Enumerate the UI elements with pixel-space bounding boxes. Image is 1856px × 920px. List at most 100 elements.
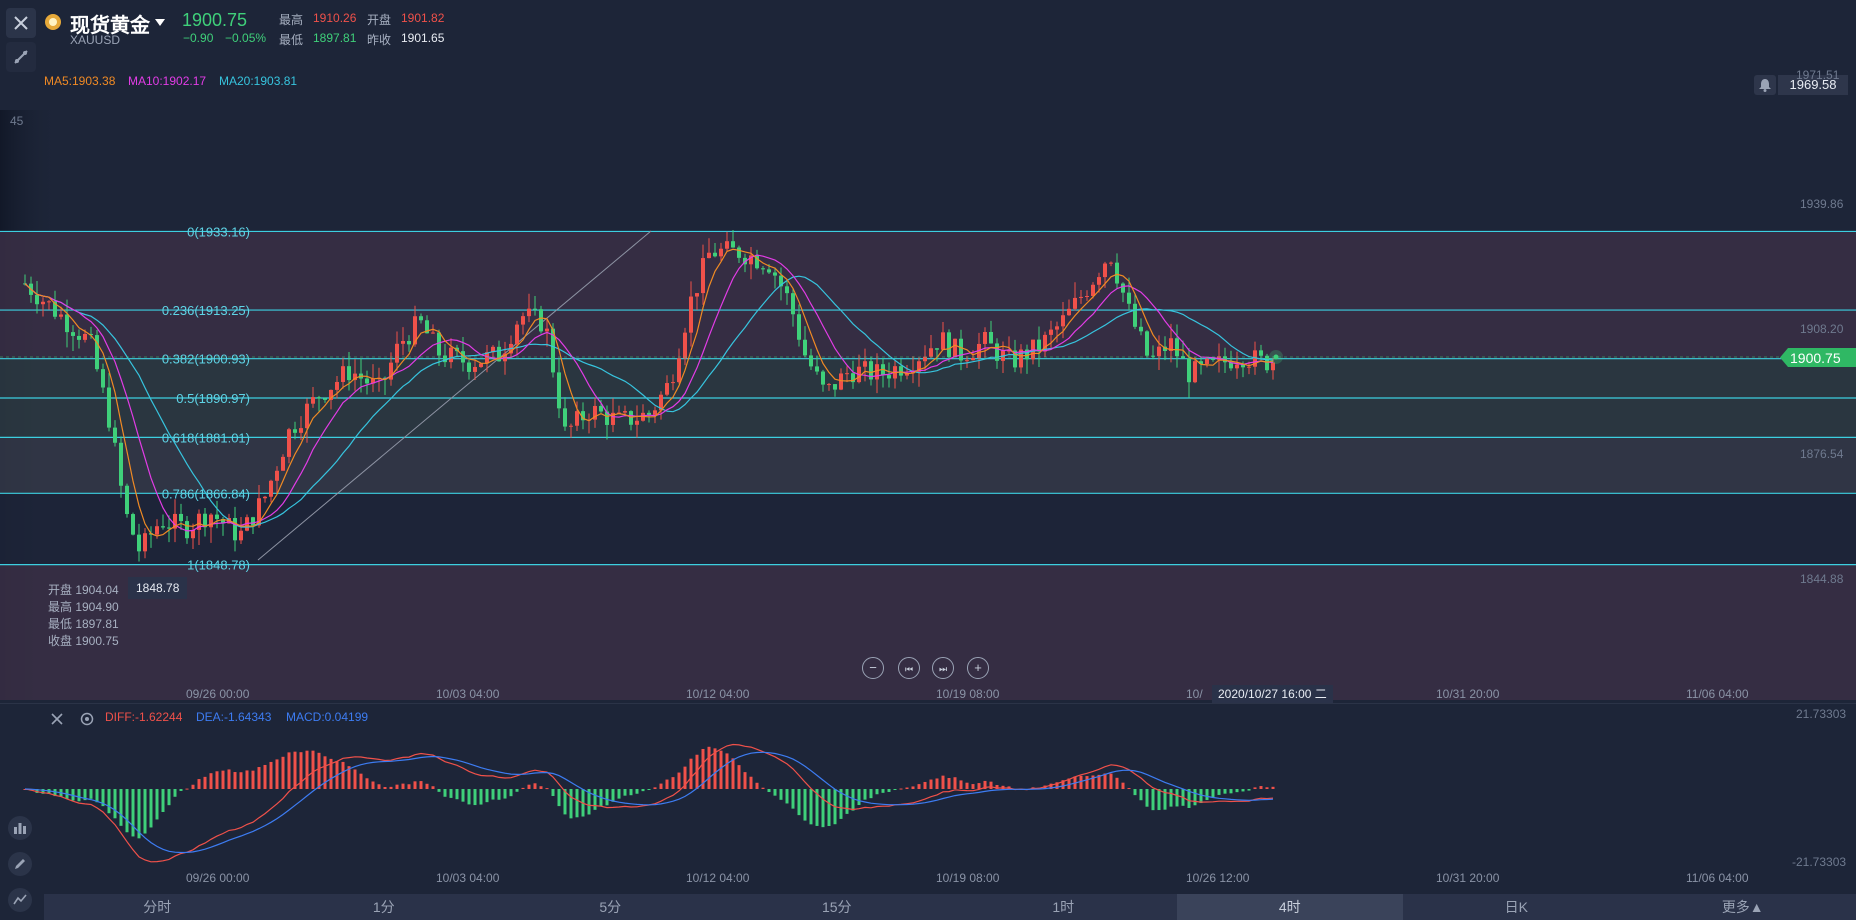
macd-bar [659, 783, 663, 789]
fib-label: 0.5(1890.97) [176, 391, 250, 406]
candle-body [767, 269, 771, 273]
tab-15m[interactable]: 15分 [821, 899, 852, 915]
scroll-start-button[interactable]: ⏮ [898, 657, 920, 679]
macd-bar [761, 787, 765, 789]
zoom-out-button[interactable]: − [862, 657, 884, 679]
macd-bar [611, 789, 615, 802]
macd-bar [1055, 782, 1059, 789]
candle-body [1061, 315, 1065, 327]
draw-tool-button[interactable] [6, 42, 36, 72]
macd-bar [569, 789, 573, 819]
macd-settings-button[interactable] [79, 711, 95, 732]
macd-bar [215, 771, 219, 789]
candle-body [119, 442, 123, 486]
macd-close-button[interactable] [50, 712, 64, 731]
macd-x-label: 10/19 08:00 [936, 871, 1000, 885]
macd-dea: DEA:-1.64343 [196, 710, 272, 724]
candle-body [395, 343, 399, 363]
macd-bar [899, 788, 903, 790]
candlestick-chart[interactable]: 0(1933.16) 0.236(1913.25) 0.382(1900.93) 0.… [0, 0, 1856, 700]
candle-body [35, 294, 39, 305]
macd-bar [1079, 775, 1083, 789]
symbol-name[interactable]: 现货黄金 [70, 15, 150, 37]
x-label: 10/03 04:00 [436, 687, 500, 701]
indicator-button[interactable] [8, 816, 32, 840]
candle-body [1037, 339, 1041, 352]
chevron-down-icon[interactable] [155, 14, 165, 32]
macd-bar [413, 781, 417, 789]
macd-bar [1145, 789, 1149, 807]
macd-bar [983, 780, 987, 789]
macd-bar [905, 787, 909, 789]
fib-zone [0, 398, 1856, 438]
candle-body [191, 529, 195, 539]
tab-1m[interactable]: 1分 [372, 899, 395, 915]
candle-body [155, 526, 159, 535]
macd-bar [53, 789, 57, 797]
axis-tick: 1939.86 [1800, 197, 1844, 211]
macd-bar [719, 750, 723, 789]
candle-body [1175, 338, 1179, 357]
macd-bar [431, 786, 435, 789]
tab-tick[interactable]: 分时 [143, 899, 172, 915]
macd-bar [1049, 783, 1053, 789]
macd-bar [485, 789, 489, 803]
tab-1h[interactable]: 1时 [1052, 899, 1075, 915]
candle-body [959, 338, 963, 361]
close-button[interactable] [6, 8, 36, 38]
macd-bar [473, 789, 477, 806]
candle-body [299, 428, 303, 433]
candle-body [983, 331, 987, 344]
candle-body [827, 384, 831, 386]
macd-bar [155, 789, 159, 820]
edit-button[interactable] [8, 852, 32, 876]
candle-body [611, 412, 615, 425]
candle-body [599, 405, 603, 412]
macd-bar [1103, 773, 1107, 789]
candle-body [761, 268, 765, 270]
tab-more[interactable]: 更多▲ [1721, 899, 1764, 915]
candle-body [1139, 326, 1143, 332]
candle-body [59, 314, 63, 317]
macd-bar [857, 789, 861, 806]
line-style-button[interactable] [8, 888, 32, 912]
zoom-in-button[interactable]: + [967, 657, 989, 679]
candle-body [581, 411, 585, 421]
scroll-end-button[interactable]: ⏭ [932, 657, 954, 679]
candle-body [1091, 284, 1095, 296]
candle-body [1121, 283, 1125, 293]
candles [23, 230, 1275, 562]
candle-body [653, 410, 657, 415]
tab-daily[interactable]: 日K [1504, 899, 1528, 915]
macd-bar [1109, 773, 1113, 789]
bar-chart-icon [14, 823, 26, 834]
price-alert-button[interactable] [1754, 75, 1776, 95]
macd-chart[interactable] [0, 704, 1856, 874]
candle-body [1169, 338, 1173, 352]
candle-body [233, 518, 237, 541]
candle-body [1187, 358, 1191, 383]
macd-bar [863, 789, 867, 800]
candle-body [995, 343, 999, 361]
candle-body [215, 514, 219, 519]
macd-bar [161, 789, 165, 812]
alert-price[interactable]: 1969.58 [1778, 75, 1848, 95]
macd-bar [1169, 789, 1173, 807]
macd-bar [269, 761, 273, 789]
candle-body [947, 332, 951, 358]
macd-bar [77, 789, 81, 802]
macd-bar [101, 789, 105, 807]
candle-body [647, 412, 651, 415]
fib-label: 1(1848.78) [187, 558, 250, 573]
candle-body [701, 258, 705, 294]
candle-body [833, 384, 837, 390]
candle-body [47, 301, 51, 303]
macd-diff: DIFF:-1.62244 [105, 710, 183, 724]
candle-body [65, 314, 69, 333]
macd-bar [629, 789, 633, 796]
tab-5m[interactable]: 5分 [599, 899, 622, 915]
candle-body [353, 373, 357, 381]
fib-label: 0.786(1866.84) [162, 486, 250, 501]
tab-4h[interactable]: 4时 [1176, 894, 1403, 920]
macd-bar [317, 752, 321, 789]
